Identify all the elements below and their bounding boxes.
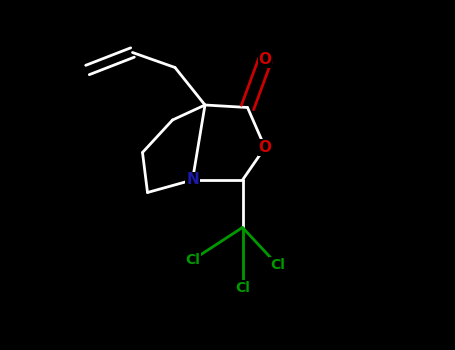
Text: Cl: Cl (185, 253, 200, 267)
Text: N: N (186, 173, 199, 188)
Text: Cl: Cl (270, 258, 285, 272)
Text: Cl: Cl (235, 280, 250, 294)
Text: O: O (258, 140, 272, 155)
Text: O: O (258, 52, 272, 68)
